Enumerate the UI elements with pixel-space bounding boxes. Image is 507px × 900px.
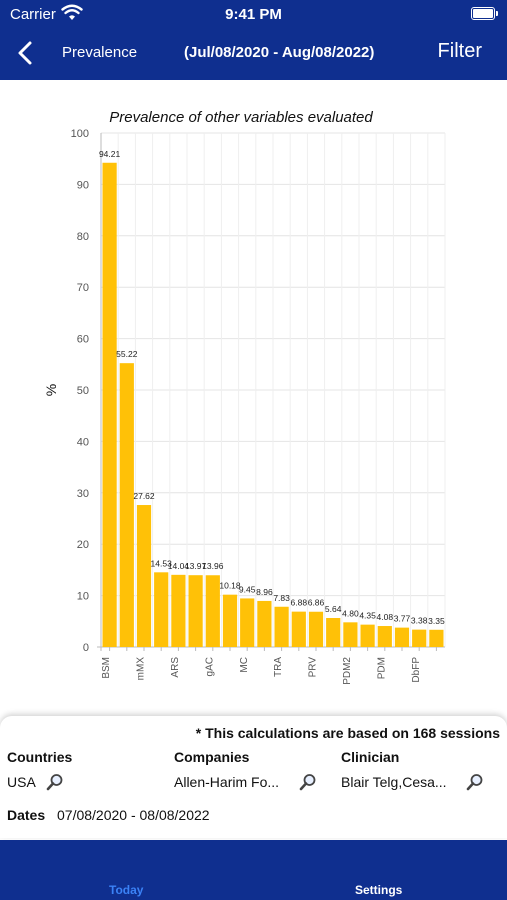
- bar-value-label: 10.18: [219, 581, 241, 591]
- battery-icon: [471, 7, 498, 20]
- bar-value-label: 3.35: [428, 616, 445, 626]
- bar-value-label: 6.86: [308, 598, 325, 608]
- navigation-bar: Prevalence (Jul/08/2020 - Aug/08/2022) F…: [0, 32, 507, 76]
- bar: [171, 574, 186, 647]
- wifi-icon: [61, 4, 83, 20]
- bar-value-label: 14.53: [151, 558, 173, 568]
- companies-value: Allen-Harim Fo...: [174, 774, 280, 790]
- bar: [102, 162, 117, 647]
- y-tick-label: 0: [83, 642, 89, 654]
- bar-value-label: 7.83: [273, 593, 290, 603]
- dates-value: 07/08/2020 - 08/08/2022: [57, 807, 210, 823]
- bar-value-label: 13.97: [185, 561, 207, 571]
- chart-container: Prevalence of other variables evaluated 0…: [0, 100, 507, 710]
- carrier-label: Carrier: [10, 6, 56, 23]
- x-tick-label: PDM: [376, 657, 387, 679]
- y-tick-label: 40: [77, 436, 89, 448]
- x-tick-label: MC: [239, 657, 250, 673]
- y-tick-label: 20: [77, 539, 89, 551]
- x-tick-label: BSM: [101, 657, 112, 679]
- clock: 9:41 PM: [225, 6, 282, 23]
- bar-value-label: 6.88: [291, 598, 308, 608]
- bar-value-label: 9.45: [239, 584, 256, 594]
- bar-value-label: 4.80: [342, 608, 359, 618]
- y-tick-label: 90: [77, 179, 89, 191]
- x-tick-label: TRA: [273, 657, 284, 677]
- bar-value-label: 3.77: [394, 614, 411, 624]
- prevalence-bar-chart: Prevalence of other variables evaluated 0…: [43, 109, 446, 685]
- chevron-left-icon[interactable]: [14, 40, 38, 66]
- back-title[interactable]: Prevalence: [62, 44, 138, 61]
- bar-value-label: 4.35: [359, 611, 376, 621]
- bar-value-label: 8.96: [256, 587, 273, 597]
- bar: [136, 505, 152, 647]
- bar: [326, 618, 341, 647]
- summary-card: * This calculations are based on 168 ses…: [0, 716, 507, 838]
- y-tick-label: 100: [71, 128, 89, 140]
- companies-search-icon[interactable]: [299, 773, 317, 791]
- bar: [412, 629, 427, 647]
- bar: [394, 627, 410, 647]
- countries-label: Countries: [7, 749, 73, 765]
- x-tick-label: PDM2: [342, 657, 353, 685]
- bar-value-label: 13.96: [202, 561, 224, 571]
- status-bar: Carrier 9:41 PM: [0, 0, 507, 30]
- bar-value-label: 14.04: [168, 561, 190, 571]
- y-tick-label: 50: [77, 385, 89, 397]
- y-tick-label: 60: [77, 334, 89, 346]
- bar: [377, 626, 392, 647]
- x-tick-label: mMX: [136, 657, 147, 681]
- bar: [240, 598, 255, 647]
- clinician-value: Blair Telg,Cesa...: [341, 774, 447, 790]
- chart-title: Prevalence of other variables evaluated: [109, 109, 373, 126]
- tab-today[interactable]: Today: [109, 883, 144, 897]
- countries-search-icon[interactable]: [46, 773, 64, 791]
- header-bar: Carrier 9:41 PM Prevalence (Jul/08/2020 …: [0, 0, 507, 80]
- tab-bar: Today Settings: [0, 840, 507, 900]
- bar-value-label: 3.38: [411, 616, 428, 626]
- companies-label: Companies: [174, 749, 250, 765]
- sessions-note: * This calculations are based on 168 ses…: [195, 725, 500, 741]
- bar: [274, 606, 289, 647]
- bar-value-label: 4.08: [377, 612, 394, 622]
- bar-value-label: 94.21: [99, 149, 121, 159]
- y-tick-label: 30: [77, 488, 89, 500]
- clinician-search-icon[interactable]: [466, 773, 484, 791]
- x-tick-label: gAC: [204, 657, 215, 676]
- bar: [429, 629, 444, 647]
- filter-button[interactable]: Filter: [437, 40, 482, 62]
- bar: [291, 611, 306, 647]
- bar: [308, 611, 324, 647]
- clinician-label: Clinician: [341, 749, 400, 765]
- countries-value: USA: [7, 774, 36, 790]
- bar: [154, 572, 169, 647]
- x-tick-label: DbFP: [411, 657, 422, 683]
- tab-settings[interactable]: Settings: [355, 883, 403, 897]
- bar: [119, 363, 134, 647]
- bar: [188, 575, 203, 647]
- bar: [222, 594, 238, 647]
- x-tick-label: PRV: [308, 657, 319, 678]
- dates-label: Dates: [7, 807, 46, 823]
- y-tick-label: 80: [77, 231, 89, 243]
- bar-value-label: 27.62: [133, 491, 155, 501]
- y-tick-label: 10: [77, 591, 89, 603]
- bar: [205, 575, 220, 647]
- y-tick-label: 70: [77, 282, 89, 294]
- bar: [360, 624, 375, 647]
- bar-value-label: 5.64: [325, 604, 342, 614]
- bar-value-label: 55.22: [116, 349, 138, 359]
- date-range-title: (Jul/08/2020 - Aug/08/2022): [184, 44, 375, 61]
- bar: [257, 600, 272, 647]
- x-tick-label: ARS: [170, 657, 181, 678]
- y-axis-label: %: [43, 384, 59, 396]
- bar: [343, 622, 358, 647]
